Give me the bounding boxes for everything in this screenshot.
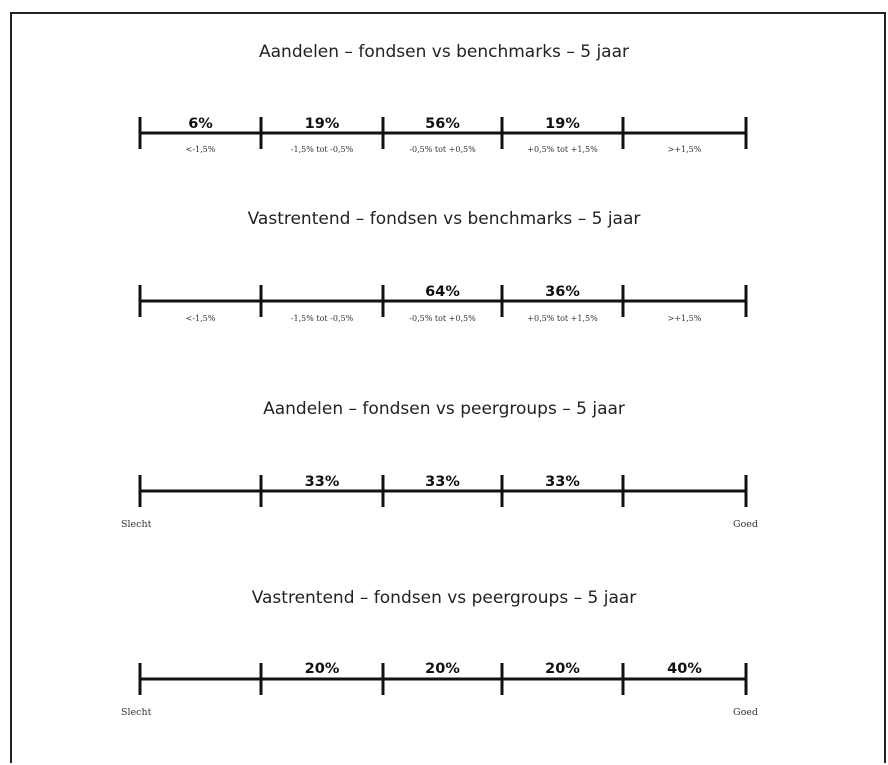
panel-3-end-label-left: Slecht [121,519,152,530]
panel-1-pct-label-4: 19% [545,116,580,132]
panel-2-range-label-2: -1,5% tot -0,5% [291,314,354,323]
panel-4-title: Vastrentend – fondsen vs peergroups – 5 … [252,588,637,608]
panel-1-range-label-1: <-1,5% [186,145,216,154]
panel-3-title: Aandelen – fondsen vs peergroups – 5 jaa… [263,399,625,419]
panel-2-range-label-4: +0,5% tot +1,5% [527,314,598,323]
panel-4-pct-label-5: 40% [667,661,702,677]
panel-2-range-label-1: <-1,5% [186,314,216,323]
panel-4-end-label-right: Goed [733,707,758,718]
panel-2-title: Vastrentend – fondsen vs benchmarks – 5 … [248,209,641,229]
panel-2-pct-label-4: 36% [545,284,580,300]
panel-3-end-label-right: Goed [733,519,758,530]
panel-1-pct-label-2: 19% [305,116,340,132]
panel-2-pct-label-3: 64% [425,284,460,300]
panel-4-end-label-left: Slecht [121,707,152,718]
panel-4-pct-label-2: 20% [305,661,340,677]
panel-3-pct-label-2: 33% [305,474,340,490]
panel-4-pct-label-3: 20% [425,661,460,677]
panel-1-pct-label-1: 6% [188,116,213,132]
panel-1-range-label-2: -1,5% tot -0,5% [291,145,354,154]
panel-2-range-label-3: -0,5% tot +0,5% [409,314,476,323]
panel-3-pct-label-3: 33% [425,474,460,490]
panel-4-pct-label-4: 20% [545,661,580,677]
panel-1-range-label-5: >+1,5% [668,145,702,154]
panel-1-range-label-4: +0,5% tot +1,5% [527,145,598,154]
panel-1-pct-label-3: 56% [425,116,460,132]
figure-frame [10,12,886,763]
panel-2-range-label-5: >+1,5% [668,314,702,323]
panel-1-title: Aandelen – fondsen vs benchmarks – 5 jaa… [259,42,629,62]
panel-1-range-label-3: -0,5% tot +0,5% [409,145,476,154]
panel-3-pct-label-4: 33% [545,474,580,490]
